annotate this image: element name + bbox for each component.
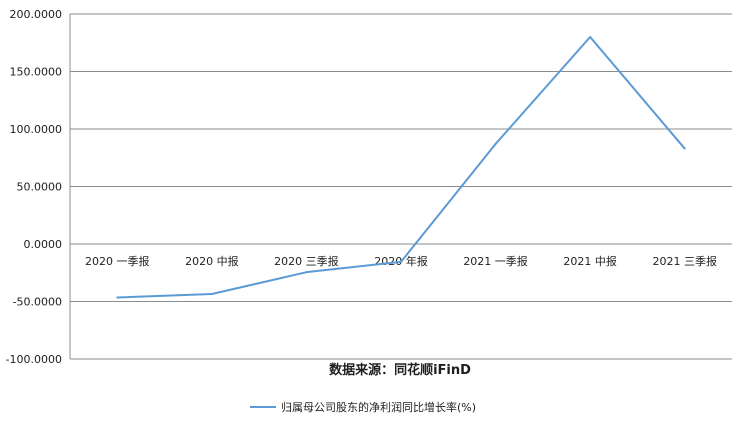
x-tick-label: 2020 三季报 xyxy=(274,254,339,268)
legend-label: 归属母公司股东的净利润同比增长率(%) xyxy=(281,400,476,414)
y-tick-label: 0.0000 xyxy=(24,238,63,251)
data-point xyxy=(210,293,213,296)
data-point xyxy=(494,142,497,145)
data-point xyxy=(589,36,592,38)
y-tick-label: 200.0000 xyxy=(10,8,63,21)
data-point xyxy=(116,296,119,299)
y-tick-label: -100.0000 xyxy=(6,353,62,366)
data-point xyxy=(400,260,402,263)
y-tick-label: 50.0000 xyxy=(17,181,63,194)
x-tick-label: 2020 一季报 xyxy=(85,254,150,268)
x-axis-ticks: 2020 一季报 2020 中报 2020 三季报 2020 年报 2021 一季报 20… xyxy=(85,254,717,268)
x-tick-label: 2021 三季报 xyxy=(652,254,717,268)
y-tick-label: 100.0000 xyxy=(10,123,63,136)
source-note: 数据来源：同花顺iFinD xyxy=(329,362,471,378)
y-tick-label: 150.0000 xyxy=(10,66,63,79)
x-tick-label: 2021 中报 xyxy=(563,254,617,268)
series-layer xyxy=(116,36,686,299)
y-axis-ticks: -100.0000 -50.0000 0.0000 50.0000 100.0000 15… xyxy=(6,8,62,366)
x-tick-label: 2021 一季报 xyxy=(463,254,528,268)
legend: 归属母公司股东的净利润同比增长率(%) xyxy=(250,400,476,414)
data-point xyxy=(683,147,686,150)
grid-lines xyxy=(69,13,732,360)
data-point xyxy=(305,271,308,274)
x-tick-label: 2020 中报 xyxy=(185,254,239,268)
y-tick-label: -50.0000 xyxy=(13,296,62,309)
